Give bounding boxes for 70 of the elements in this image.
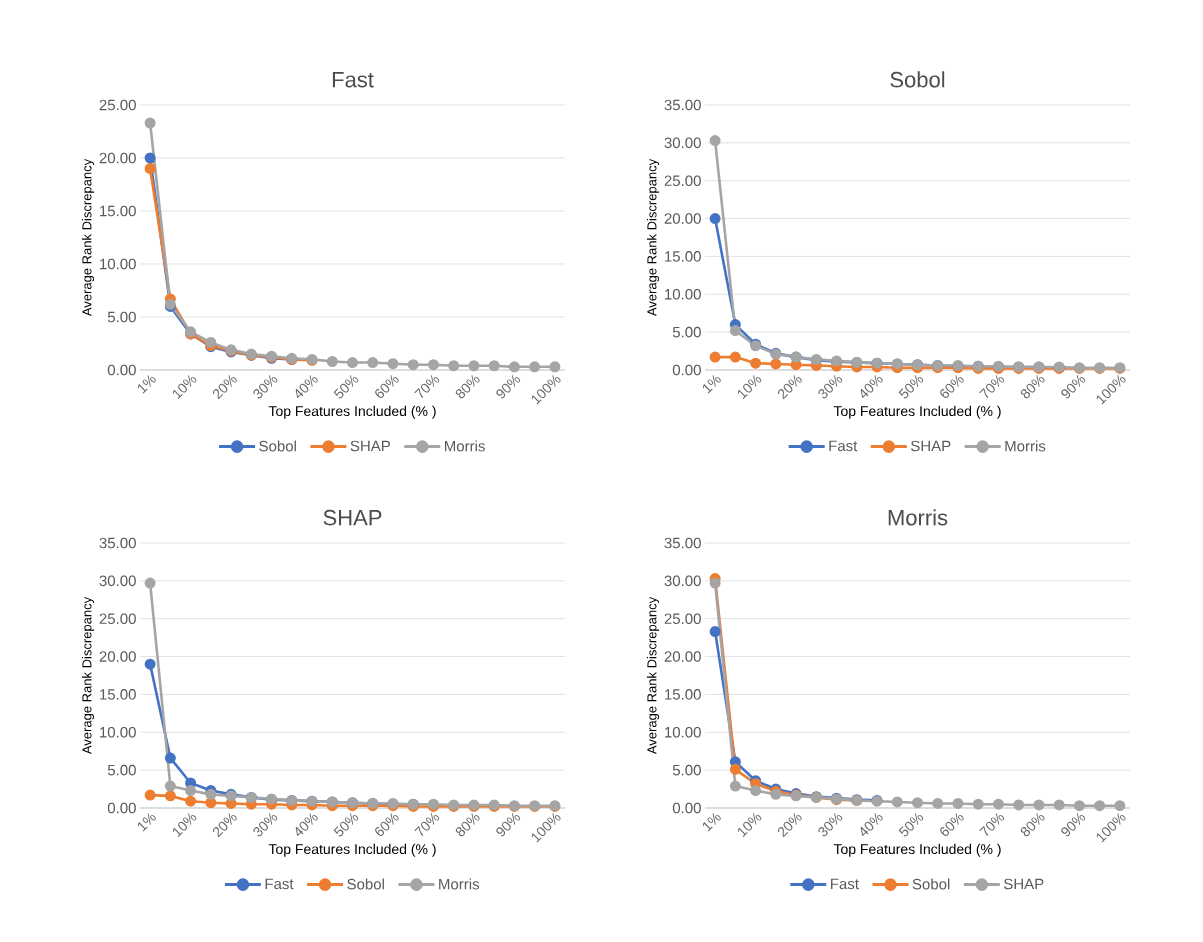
y-tick-label: 10.00 (665, 288, 701, 300)
y-tick-label: 0.00 (672, 364, 701, 376)
y-tick-label: 30.00 (664, 137, 701, 149)
chart-title: Fast (332, 72, 374, 88)
legend-label: SHAP (911, 440, 951, 452)
y-tick-label: 5.00 (107, 311, 136, 323)
y-tick-label: 0.00 (672, 802, 701, 814)
y-tick-label: 25.00 (664, 613, 701, 625)
y-tick-label: 20.00 (99, 651, 136, 662)
x-tick-label: 70% (979, 812, 1005, 837)
x-tick-label: 40% (860, 812, 883, 837)
y-tick-label: 15.00 (100, 689, 136, 700)
x-tick-label: 1% (702, 812, 721, 832)
y-tick-label: 35.00 (99, 537, 136, 549)
y-tick-label: 25.00 (99, 99, 136, 111)
chart-title: SHAP (323, 509, 382, 526)
x-tick-label: 60% (375, 374, 399, 398)
y-tick-label: 25.00 (99, 613, 136, 625)
x-tick-label: 1% (137, 374, 156, 394)
x-tick-label: 70% (414, 374, 440, 399)
x-tick-label: 60% (940, 374, 964, 398)
y-tick-label: 0.00 (107, 802, 136, 814)
legend-label: Sobol (347, 878, 384, 890)
x-tick-label: 40% (295, 374, 318, 399)
y-tick-label: 20.00 (99, 152, 136, 164)
x-tick-label: 70% (414, 812, 440, 837)
legend-label: Fast (829, 440, 858, 452)
y-tick-label: 0.00 (107, 364, 136, 376)
x-axis-title: Top Features Included (% ) (268, 843, 436, 857)
legend-label: Sobol (912, 878, 950, 890)
x-tick-label: 1% (137, 812, 156, 832)
x-tick-label: 40% (860, 374, 883, 399)
y-tick-label: 30.00 (664, 575, 701, 587)
legend-label: Morris (445, 440, 485, 452)
y-axis-title: Average Rank Discrepancy (81, 596, 95, 755)
y-tick-label: 25.00 (664, 175, 701, 187)
x-tick-label: 40% (295, 812, 318, 837)
y-axis-title: Average Rank Discrepancy (81, 158, 95, 317)
y-tick-label: 30.00 (99, 575, 136, 587)
y-tick-label: 15.00 (100, 205, 136, 217)
y-tick-label: 5.00 (107, 764, 136, 776)
y-tick-label: 10.00 (665, 726, 701, 738)
y-tick-label: 20.00 (664, 651, 701, 662)
x-axis-title: Top Features Included (% ) (833, 843, 1001, 857)
x-tick-label: 70% (979, 374, 1005, 399)
legend-label: SHAP (1004, 878, 1044, 890)
y-tick-label: 5.00 (672, 764, 701, 776)
legend-label: Fast (831, 878, 859, 890)
chart-title: Morris (888, 509, 948, 526)
x-axis-title: Top Features Included (% ) (833, 405, 1001, 419)
y-axis-title: Average Rank Discrepancy (646, 158, 660, 317)
y-tick-label: 35.00 (664, 99, 701, 111)
y-tick-label: 35.00 (664, 537, 701, 549)
y-tick-label: 15.00 (665, 689, 701, 700)
legend-label: Sobol (259, 440, 296, 452)
x-tick-label: 60% (375, 812, 399, 836)
x-tick-label: 60% (940, 812, 964, 836)
y-tick-label: 5.00 (672, 326, 701, 338)
y-tick-label: 15.00 (665, 251, 701, 262)
legend-label: Morris (439, 878, 480, 890)
y-tick-label: 10.00 (100, 726, 136, 738)
x-tick-label: 1% (702, 374, 721, 394)
legend-label: Fast (265, 878, 294, 890)
chart-title: Sobol (890, 71, 945, 88)
y-tick-label: 10.00 (100, 258, 136, 270)
x-axis-title: Top Features Included (% ) (268, 405, 436, 419)
y-axis-title: Average Rank Discrepancy (646, 596, 660, 755)
legend-label: Morris (1005, 440, 1046, 452)
y-tick-label: 20.00 (664, 213, 701, 224)
legend-label: SHAP (350, 440, 390, 452)
